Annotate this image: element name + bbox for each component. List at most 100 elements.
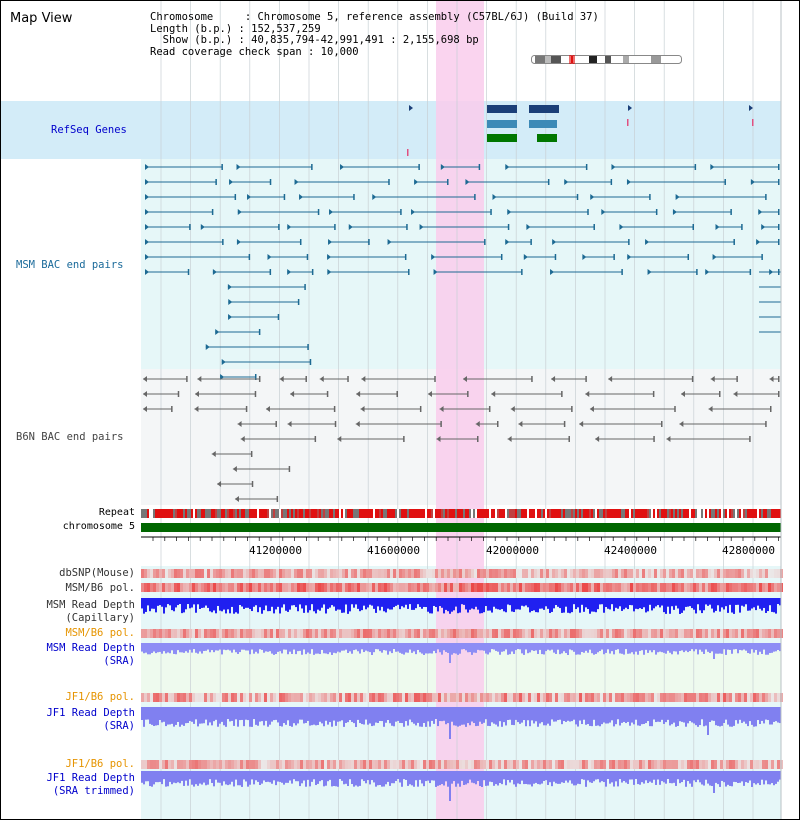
polymorphism-cell [315, 693, 318, 702]
polymorphism-cell [579, 760, 582, 769]
depth-bar [519, 598, 521, 610]
depth-bar [445, 643, 447, 652]
depth-bar [453, 598, 455, 611]
repeat-block [573, 509, 575, 518]
depth-bar [309, 707, 311, 726]
polymorphism-cell [561, 693, 564, 702]
depth-bar [457, 707, 459, 727]
chromosome-ideogram[interactable] [531, 55, 683, 64]
repeat-block [393, 509, 395, 518]
depth-bar [753, 707, 755, 727]
depth-bar [477, 643, 479, 650]
depth-bar [741, 771, 743, 782]
ideogram-position-marker[interactable] [569, 55, 575, 64]
polymorphism-cell [564, 693, 567, 702]
polymorphism-cell [195, 693, 198, 702]
depth-bar [373, 707, 375, 726]
msm-bac-end [672, 209, 677, 215]
polymorphism-cell [726, 583, 729, 592]
polymorphism-cell [714, 693, 717, 702]
depth-bar [231, 643, 233, 653]
msm-bac-end [145, 224, 149, 230]
polymorphism-cell [360, 629, 363, 638]
depth-bar [679, 771, 681, 784]
polymorphism-cell [312, 760, 315, 769]
depth-bar [695, 771, 697, 783]
depth-bar [653, 643, 655, 651]
depth-bar [363, 643, 365, 653]
polymorphism-cell [153, 583, 156, 592]
depth-bar [495, 707, 497, 725]
depth-bar [157, 643, 159, 653]
depth-bar [307, 643, 309, 653]
polymorphism-cell [240, 569, 243, 578]
depth-bar [353, 771, 355, 787]
depth-bar [569, 643, 571, 650]
msm-bac-end [299, 194, 304, 200]
depth-bar [671, 707, 673, 725]
msm-bac-end [530, 239, 532, 245]
depth-bar [673, 707, 675, 723]
polymorphism-cell [288, 693, 291, 702]
polymorphism-cell [501, 693, 504, 702]
refseq-label-bg [1, 101, 141, 159]
polymorphism-cell [582, 760, 585, 769]
depth-bar [655, 598, 657, 607]
depth-bar [359, 771, 361, 786]
depth-bar [715, 771, 717, 783]
repeat-block [543, 509, 545, 518]
depth-bar [381, 643, 383, 653]
track-label-refseq[interactable]: RefSeq Genes [51, 124, 127, 136]
depth-bar [213, 643, 215, 653]
depth-bar [265, 771, 267, 783]
depth-bar [485, 598, 487, 607]
depth-bar [283, 643, 285, 650]
repeat-block [247, 509, 249, 518]
polymorphism-cell [294, 629, 297, 638]
polymorphism-cell [630, 583, 633, 592]
depth-bar [235, 707, 237, 720]
polymorphism-cell [393, 693, 396, 702]
depth-bar [323, 771, 325, 787]
page-title: Map View [10, 11, 73, 26]
track-label-b6n-bac[interactable]: B6N BAC end pairs [16, 431, 124, 443]
msm-bac-end [587, 209, 589, 215]
depth-bar [307, 598, 309, 613]
depth-bar [273, 707, 275, 721]
depth-bar [543, 771, 545, 781]
polymorphism-cell [654, 693, 657, 702]
polymorphism-cell [753, 760, 756, 769]
repeat-block [145, 509, 147, 518]
polymorphism-cell [498, 569, 501, 578]
polymorphism-cell [681, 569, 684, 578]
depth-bar [373, 771, 375, 783]
polymorphism-cell [339, 629, 342, 638]
repeat-block [553, 509, 555, 518]
polymorphism-cell [225, 629, 228, 638]
msm-bac-end [145, 269, 149, 275]
repeat-block [559, 509, 561, 518]
polymorphism-cell [765, 569, 768, 578]
depth-bar [249, 771, 251, 785]
depth-bar [539, 771, 541, 785]
depth-bar [665, 598, 667, 614]
depth-bar [777, 707, 779, 723]
track-label-msm-bac[interactable]: MSM BAC end pairs [16, 259, 124, 271]
depth-bar [151, 643, 153, 653]
depth-bar [363, 707, 365, 725]
depth-bar [177, 598, 179, 606]
polymorphism-cell [441, 569, 444, 578]
msm-bac-end [348, 224, 353, 230]
polymorphism-cell [192, 583, 195, 592]
polymorphism-cell [504, 569, 507, 578]
depth-bar [529, 643, 531, 653]
repeat-block [433, 509, 435, 518]
polymorphism-cell [477, 629, 480, 638]
b6n-bac-end [288, 466, 291, 472]
msm-bac-end [733, 239, 735, 245]
polymorphism-cell [600, 693, 603, 702]
b6n-bac-end [571, 406, 573, 412]
depth-bar [639, 598, 641, 609]
ideogram-band [589, 56, 597, 63]
